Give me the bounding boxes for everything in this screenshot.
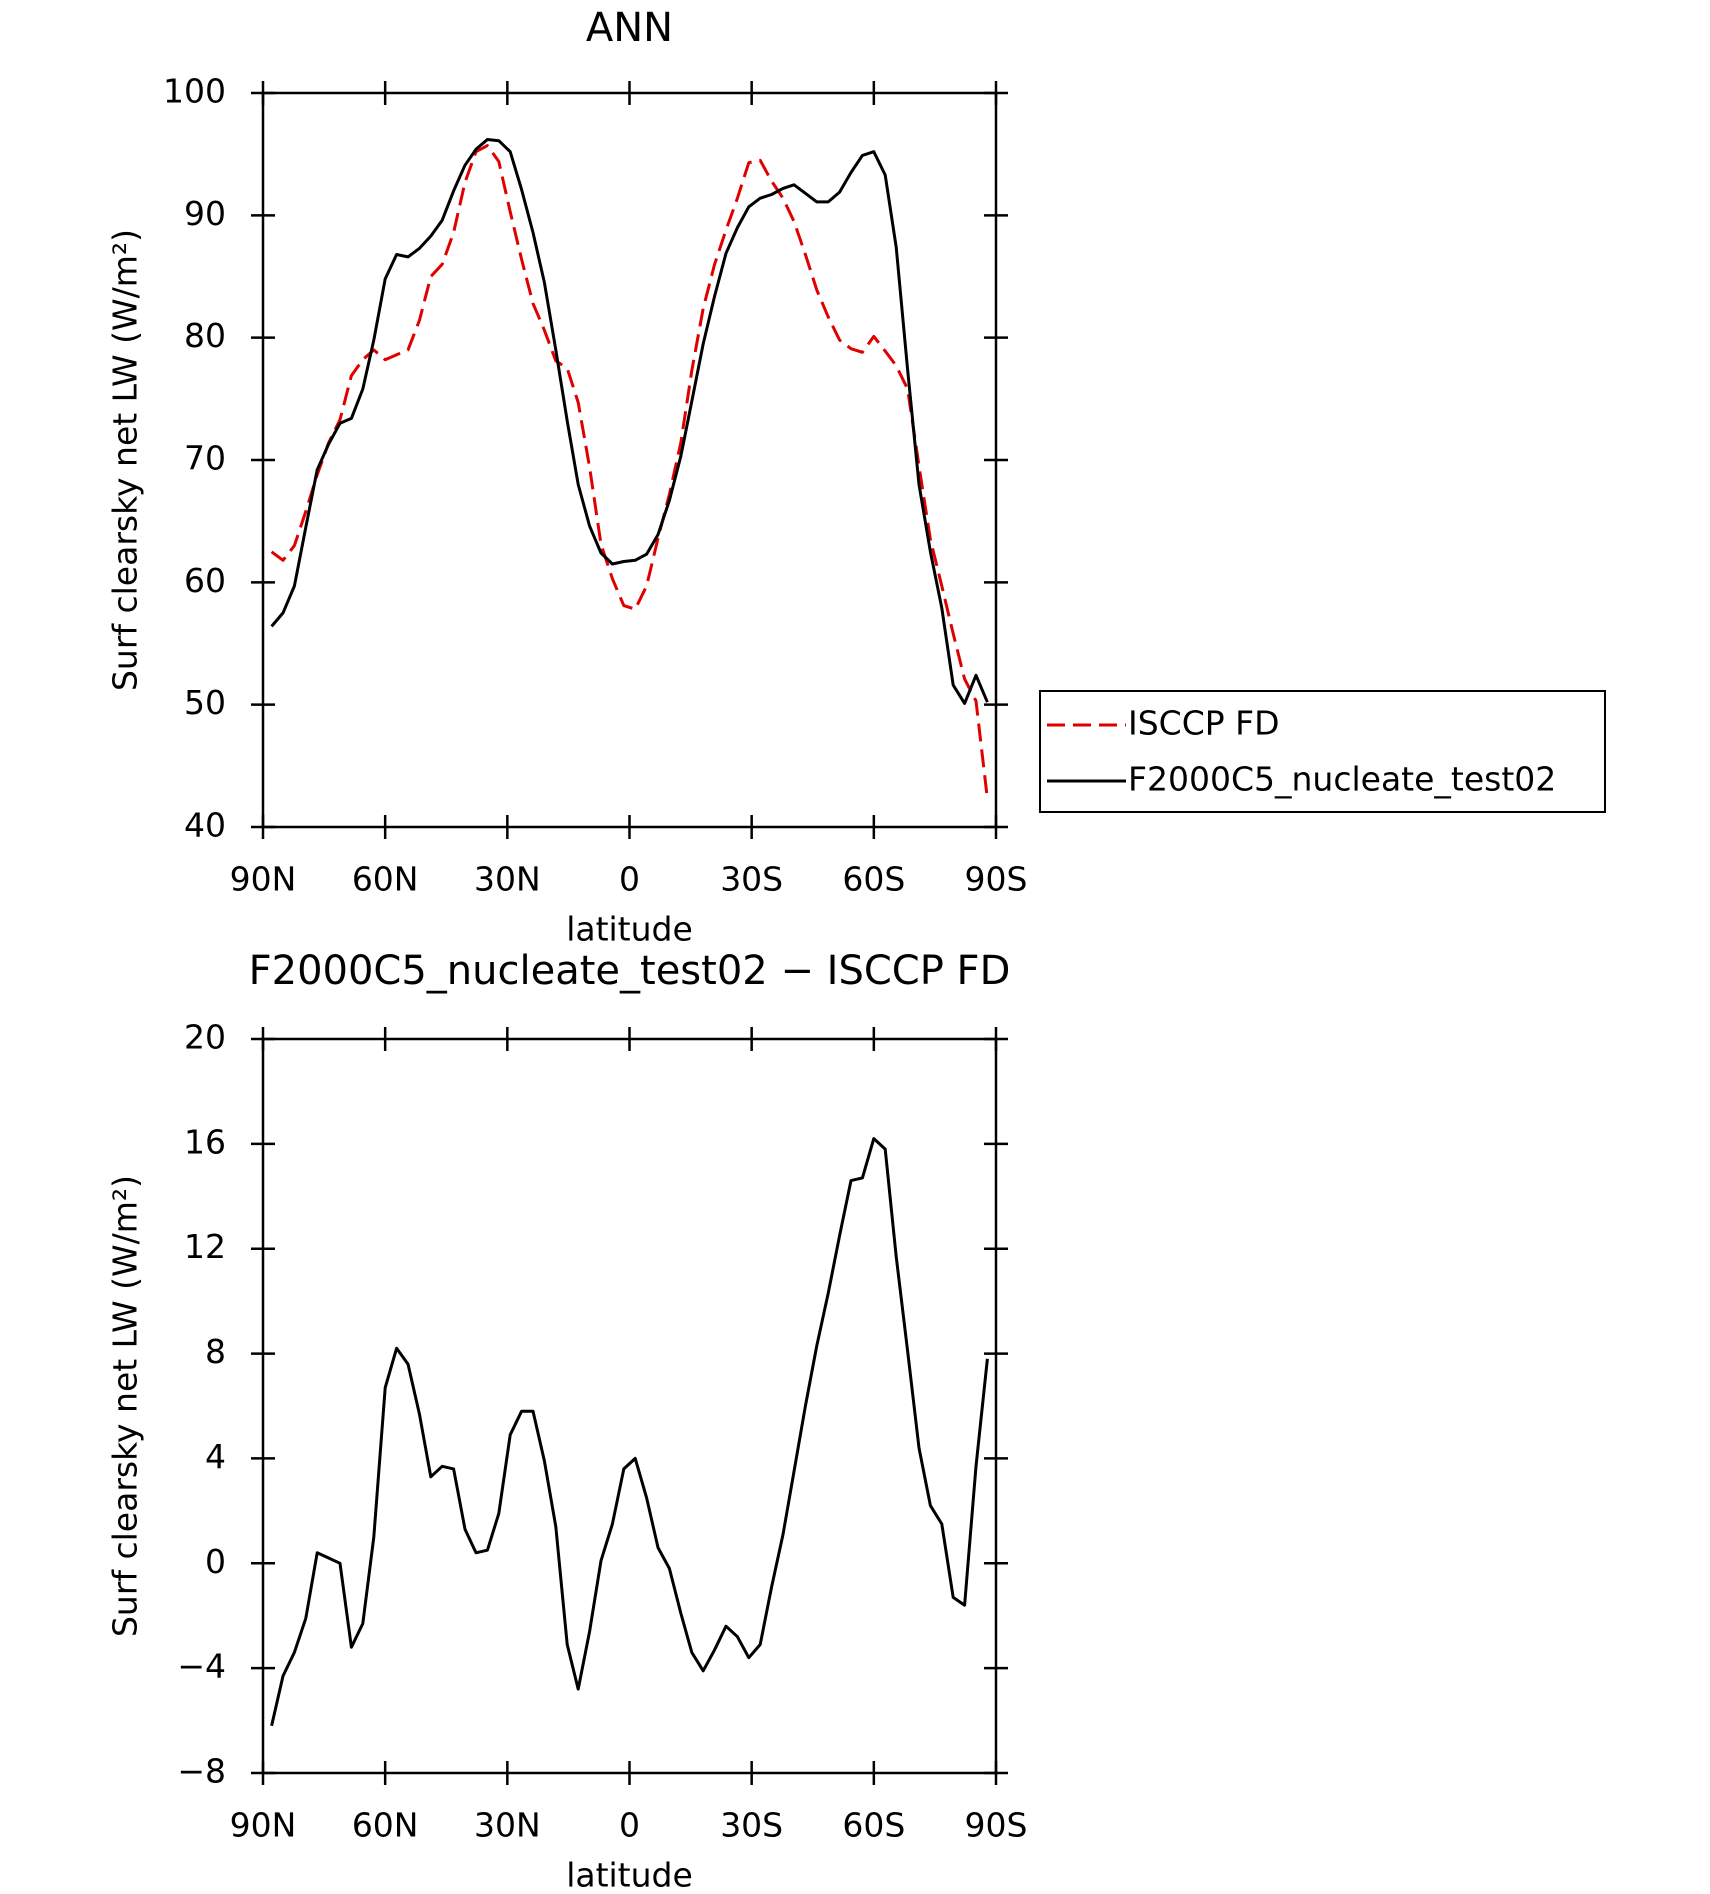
y-tick-label: 12 [184, 1227, 226, 1266]
y-tick-label: 50 [184, 683, 226, 722]
data-line [270, 144, 989, 800]
y-tick-label: −8 [177, 1752, 226, 1791]
x-tick-label: 60S [842, 1806, 905, 1845]
y-axis-label: Surf clearsky net LW (W/m²) [106, 1175, 145, 1637]
legend-label: F2000C5_nucleate_test02 [1128, 760, 1556, 799]
x-axis-label: latitude [566, 1856, 693, 1894]
y-tick-label: 90 [184, 194, 226, 233]
x-tick-label: 90S [965, 1806, 1028, 1845]
chart-title: F2000C5_nucleate_test02 − ISCCP FD [249, 948, 1011, 994]
legend-box [1039, 690, 1606, 813]
y-tick-label: 60 [184, 561, 226, 600]
x-axis-label: latitude [566, 910, 693, 949]
y-tick-label: 40 [184, 806, 226, 845]
plot-frame [261, 91, 998, 829]
x-tick-label: 90N [230, 860, 297, 899]
x-tick-label: 30N [474, 860, 541, 899]
y-tick-label: 100 [163, 72, 226, 111]
x-tick-label: 90S [965, 860, 1028, 899]
y-tick-label: 80 [184, 316, 226, 355]
x-tick-label: 30N [474, 1806, 541, 1845]
y-axis-label: Surf clearsky net LW (W/m²) [106, 229, 145, 691]
x-tick-label: 30S [720, 1806, 783, 1845]
x-tick-label: 60N [352, 860, 419, 899]
y-tick-label: 4 [205, 1437, 226, 1476]
y-tick-label: 8 [205, 1332, 226, 1371]
y-tick-label: 0 [205, 1542, 226, 1581]
y-tick-label: 70 [184, 439, 226, 478]
data-line [270, 1137, 989, 1727]
x-tick-label: 60S [842, 860, 905, 899]
x-tick-label: 90N [230, 1806, 297, 1845]
y-tick-label: 20 [184, 1018, 226, 1057]
x-tick-label: 60N [352, 1806, 419, 1845]
x-tick-label: 0 [619, 1806, 640, 1845]
x-tick-label: 0 [619, 860, 640, 899]
legend-label: ISCCP FD [1128, 704, 1280, 743]
chart-title: ANN [586, 5, 673, 51]
y-tick-label: 16 [184, 1122, 226, 1161]
data-line [270, 138, 989, 705]
x-tick-label: 30S [720, 860, 783, 899]
y-tick-label: −4 [177, 1647, 226, 1686]
